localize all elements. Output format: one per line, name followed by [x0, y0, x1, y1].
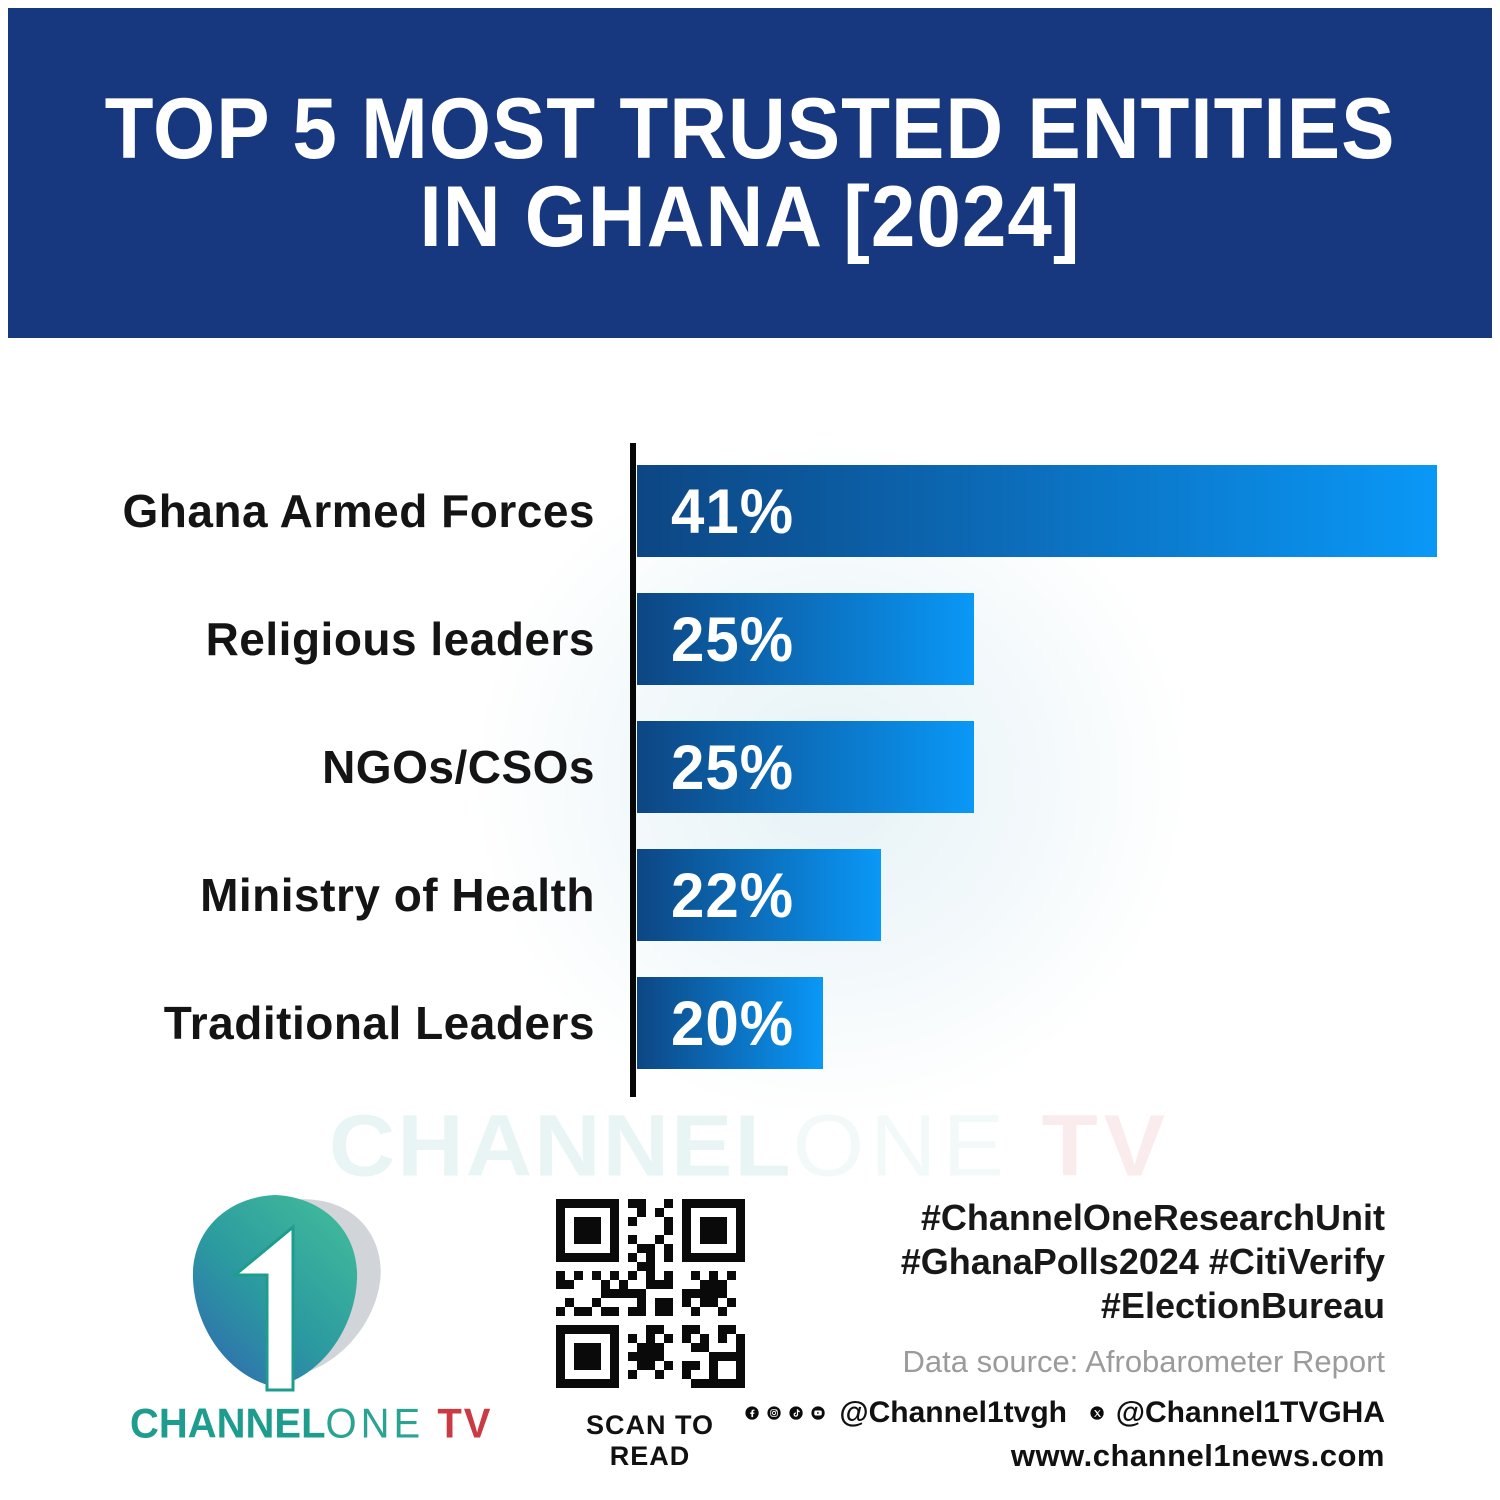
watermark-channel: CHANNEL [328, 1097, 793, 1195]
value-label: 25% [671, 731, 795, 803]
website-url: www.channel1news.com [1010, 1438, 1385, 1473]
value-label: 22% [671, 859, 795, 931]
page-title-line2: IN GHANA [2024] [419, 168, 1081, 265]
channel-one-logo-text: CHANNELONE TV [130, 1400, 490, 1448]
bar-ngos-csos: 25% [637, 721, 974, 813]
channel-one-logo-icon [192, 1195, 381, 1392]
watermark-tv: TV [1010, 1097, 1172, 1195]
channel-one-logo: CHANNELONE TV [130, 1185, 490, 1448]
facebook-icon [745, 1406, 759, 1420]
logo-text-tv: TV [424, 1400, 493, 1448]
bar-ministry-of-health: 22% [637, 849, 881, 941]
value-label: 20% [671, 987, 795, 1059]
category-label: Ghana Armed Forces [122, 485, 595, 537]
category-label: NGOs/CSOs [322, 741, 595, 793]
category-label: Ministry of Health [200, 869, 595, 921]
category-label: Religious leaders [205, 613, 595, 665]
chart-row: Ministry of Health 22% [40, 849, 1460, 941]
qr-block: SCAN TO READ [545, 1196, 755, 1472]
hashtag-line: #ChannelOneResearchUnit [920, 1197, 1385, 1238]
youtube-icon [811, 1406, 825, 1420]
logo-numeral-one [230, 1223, 295, 1392]
y-axis-line [630, 443, 636, 1097]
tiktok-icon [789, 1406, 803, 1420]
watermark-one: ONE [792, 1097, 1010, 1195]
instagram-icon [767, 1406, 781, 1420]
watermark-wordmark: CHANNELONE TV [0, 1097, 1500, 1197]
logo-text-channel: CHANNEL [130, 1400, 326, 1448]
social-media-row: @Channel1tvgh @Channel1TVGHA [745, 1396, 1385, 1430]
social-handle-x: @Channel1TVGHA [1115, 1396, 1385, 1429]
hashtag-line: #GhanaPolls2024 #CitiVerify [900, 1241, 1385, 1282]
value-label: 41% [671, 475, 795, 547]
chart-row: Traditional Leaders 20% [40, 977, 1460, 1069]
bar-chart-rows: Ghana Armed Forces 41% Religious leaders 25… [40, 465, 1460, 1105]
qr-code [545, 1196, 755, 1396]
bar-religious-leaders: 25% [637, 593, 974, 685]
logo-text-one: ONE [325, 1400, 425, 1448]
footer-info-block: #ChannelOneResearchUnit #GhanaPolls2024 #… [745, 1196, 1385, 1474]
value-label: 25% [671, 603, 795, 675]
chart-row: Ghana Armed Forces 41% [40, 465, 1460, 557]
hashtags: #ChannelOneResearchUnit #GhanaPolls2024 #… [745, 1196, 1385, 1328]
data-source-text: Data source: Afrobarometer Report [902, 1344, 1385, 1379]
bar-ghana-armed-forces: 41% [637, 465, 1437, 557]
chart-row: NGOs/CSOs 25% [40, 721, 1460, 813]
chart-row: Religious leaders 25% [40, 593, 1460, 685]
header-banner: TOP 5 MOST TRUSTED ENTITIES IN GHANA [20… [8, 8, 1492, 338]
x-twitter-icon [1090, 1406, 1104, 1420]
bar-traditional-leaders: 20% [637, 977, 823, 1069]
qr-caption: SCAN TO READ [585, 1410, 714, 1471]
social-handle-main: @Channel1tvgh [839, 1396, 1067, 1429]
page-title-line1: TOP 5 MOST TRUSTED ENTITIES [104, 80, 1396, 177]
category-label: Traditional Leaders [163, 997, 595, 1049]
hashtag-line: #ElectionBureau [1100, 1285, 1385, 1326]
